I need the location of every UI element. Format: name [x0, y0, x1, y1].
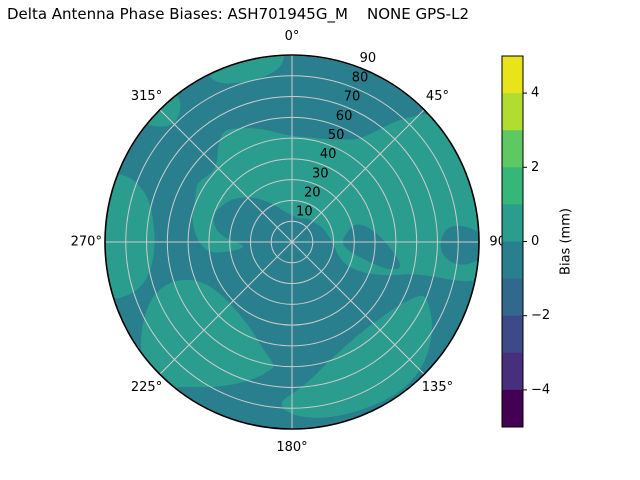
polar-outline: [104, 54, 480, 430]
angular-tick-label: 270°: [71, 235, 102, 250]
bias-region-top-left-rim-strip: [207, 55, 285, 84]
bias-region-right-rim-notch: [440, 225, 479, 265]
colorbar-band: [502, 389, 523, 428]
angular-tick-label: 0°: [285, 29, 300, 44]
angular-tick-label: 135°: [422, 380, 453, 395]
angular-tick-labels: 0° 45° 90 135° 180° 225° 270° 315°: [71, 29, 506, 455]
colorbar-band: [502, 278, 523, 317]
colorbar-band: [502, 167, 523, 205]
radial-tick-labels: 10 20 30 40 50 60 70 80 90: [296, 51, 376, 220]
colorbar-band: [502, 56, 523, 94]
radial-tick-label: 20: [304, 186, 321, 201]
bias-region-left-rim-patch: [105, 174, 155, 299]
colorbar-tick-label: −4: [531, 382, 550, 397]
colorbar-tick-label: 4: [531, 86, 539, 101]
grid-spoke: [159, 109, 293, 243]
angular-tick-label: 225°: [131, 380, 162, 395]
radial-tick-label: 90: [360, 51, 377, 66]
bias-region-central-crescent: [192, 114, 479, 282]
bias-region-spur-315: [144, 92, 181, 127]
colorbar-band: [502, 130, 523, 168]
angular-tick-label: 45°: [426, 89, 449, 104]
angular-tick-label: 315°: [131, 89, 162, 104]
bias-region-bottom-blob: [281, 295, 432, 418]
grid-spoke: [291, 241, 425, 375]
radial-tick-label: 10: [296, 205, 313, 220]
colorbar-tick-label: −2: [531, 308, 550, 323]
colorbar-band: [502, 204, 523, 242]
grid-spoke: [291, 109, 425, 243]
bias-region-right-inner-wedge: [342, 224, 400, 270]
radial-tick-label: 70: [344, 90, 361, 105]
colorbar-band: [502, 352, 523, 391]
radial-tick-label: 80: [352, 70, 369, 85]
colorbar-tick-label: 0: [531, 234, 539, 249]
colorbar: 4 2 0 −2 −4 Bias (mm): [501, 55, 574, 428]
radial-tick-label: 40: [320, 147, 337, 162]
chart-title: Delta Antenna Phase Biases: ASH701945G_M…: [7, 5, 469, 23]
colorbar-band: [502, 315, 523, 354]
polar-grid: [105, 55, 479, 429]
colorbar-band: [502, 241, 523, 280]
radial-tick-label: 30: [312, 166, 329, 181]
grid-spoke: [159, 241, 293, 375]
colorbar-tick-label: 2: [531, 160, 539, 175]
radial-tick-label: 60: [336, 109, 353, 124]
colorbar-axis-label: Bias (mm): [559, 208, 574, 275]
radial-tick-label: 50: [328, 128, 345, 143]
angular-tick-label: 180°: [276, 440, 307, 455]
colorbar-band: [502, 93, 523, 131]
